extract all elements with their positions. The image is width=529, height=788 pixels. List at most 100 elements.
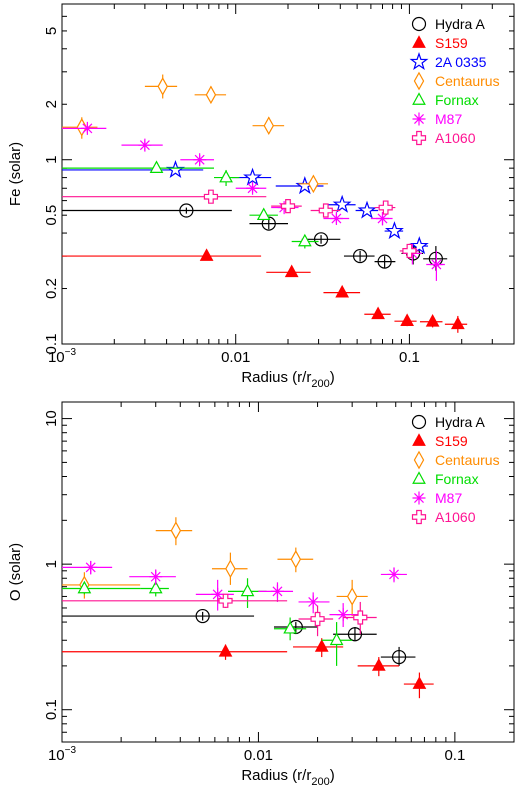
y-tick-label: 0.1 bbox=[43, 334, 60, 355]
series-a1060 bbox=[62, 189, 419, 259]
data-point bbox=[199, 248, 214, 261]
x-tick-label-exponent: −3 bbox=[65, 745, 77, 756]
data-point bbox=[225, 559, 236, 579]
x-axis-title: Radius (r/r200) bbox=[241, 369, 334, 390]
legend-marker bbox=[412, 433, 426, 446]
x-tick-label: 0.1 bbox=[444, 747, 465, 764]
data-point bbox=[297, 233, 312, 247]
data-point bbox=[400, 313, 414, 327]
data-point bbox=[211, 587, 225, 601]
legend-label: A1060 bbox=[435, 509, 476, 525]
legend-label: M87 bbox=[435, 111, 462, 127]
legend-label: Fornax bbox=[435, 471, 479, 487]
data-point bbox=[376, 211, 390, 225]
series-s159 bbox=[62, 638, 434, 699]
series-hydra-a bbox=[62, 608, 416, 666]
legend-label: Hydra A bbox=[435, 16, 485, 32]
legend-marker bbox=[411, 130, 427, 146]
data-point bbox=[318, 203, 333, 218]
data-point bbox=[313, 232, 329, 247]
data-point bbox=[284, 264, 299, 278]
x-axis-title-subscript: 200 bbox=[311, 776, 329, 788]
series-centaurus bbox=[62, 74, 329, 194]
y-tick-label: 1 bbox=[43, 560, 60, 568]
data-point bbox=[332, 194, 352, 213]
x-axis-title-paren: ) bbox=[330, 767, 335, 784]
data-point bbox=[310, 611, 325, 627]
data-point bbox=[412, 676, 427, 689]
data-point bbox=[149, 160, 164, 173]
data-point bbox=[429, 258, 443, 272]
series-s159 bbox=[62, 248, 468, 333]
data-point bbox=[306, 595, 320, 609]
data-point bbox=[377, 254, 392, 269]
x-tick-label: 0.1 bbox=[399, 349, 420, 366]
data-point bbox=[391, 649, 407, 665]
data-point bbox=[138, 138, 152, 152]
x-tick-label: 0.01 bbox=[221, 349, 250, 366]
x-tick-label: 10−3 bbox=[48, 347, 77, 366]
data-point bbox=[80, 121, 94, 135]
data-point bbox=[218, 644, 233, 657]
data-point bbox=[149, 570, 163, 584]
data-point bbox=[195, 608, 210, 624]
data-point bbox=[387, 567, 401, 581]
data-point bbox=[371, 658, 386, 671]
x-tick-label: 0.01 bbox=[244, 747, 273, 764]
y-tick-label: 10 bbox=[43, 410, 60, 427]
data-point bbox=[148, 580, 163, 594]
panel-1: 10−3 0.01 0.1 0.1 0.2 0.5 1 2 5 Radius (r/r200) Fe… bbox=[7, 3, 515, 390]
data-point bbox=[203, 189, 219, 204]
x-axis-title-subscript: 200 bbox=[311, 378, 329, 390]
legend-marker bbox=[412, 491, 426, 505]
y-tick-label: 2 bbox=[43, 100, 60, 108]
x-tick-label-text: 10 bbox=[48, 349, 65, 366]
data-point bbox=[384, 221, 404, 240]
legend-marker bbox=[411, 509, 427, 525]
series-fornax bbox=[62, 160, 319, 249]
x-axis-title-text: Radius (r/r bbox=[241, 369, 311, 386]
legend-label: 2A 0335 bbox=[435, 54, 487, 70]
data-point bbox=[157, 77, 168, 96]
data-point bbox=[353, 610, 368, 625]
data-point bbox=[329, 211, 343, 225]
legend-marker bbox=[409, 52, 429, 71]
data-point bbox=[409, 236, 429, 255]
x-tick-label-text: 0.01 bbox=[244, 747, 273, 764]
y-tick-label: 5 bbox=[43, 27, 60, 35]
data-point bbox=[256, 207, 271, 221]
y-tick-label: 1 bbox=[43, 156, 60, 164]
legend-label: Hydra A bbox=[435, 414, 485, 430]
data-point bbox=[357, 200, 377, 219]
data-point bbox=[205, 85, 217, 105]
legend-label: M87 bbox=[435, 490, 462, 506]
data-point bbox=[402, 243, 417, 259]
data-point bbox=[329, 632, 344, 646]
data-point bbox=[193, 153, 207, 167]
data-point bbox=[76, 117, 88, 137]
series-fornax bbox=[62, 578, 353, 666]
y-tick-label: 0.5 bbox=[43, 205, 60, 226]
data-point bbox=[371, 306, 385, 320]
data-point bbox=[84, 560, 98, 574]
data-point bbox=[425, 314, 440, 327]
plot-frame bbox=[61, 401, 515, 743]
data-point bbox=[336, 608, 350, 622]
data-point bbox=[290, 549, 302, 569]
data-point bbox=[246, 181, 260, 195]
legend-label: S159 bbox=[435, 35, 468, 51]
legend-marker bbox=[412, 471, 426, 484]
data-point bbox=[283, 620, 297, 634]
data-point bbox=[77, 580, 92, 594]
data-point bbox=[263, 116, 275, 136]
data-point bbox=[219, 169, 233, 183]
y-tick-label: 0.2 bbox=[43, 278, 60, 299]
data-point bbox=[170, 521, 182, 540]
legend-label: Fornax bbox=[435, 92, 479, 108]
legend-label: S159 bbox=[435, 433, 468, 449]
data-point bbox=[280, 199, 296, 214]
legend-marker bbox=[411, 16, 427, 32]
data-point bbox=[352, 248, 368, 264]
x-axis-title: Radius (r/r200) bbox=[241, 767, 334, 788]
